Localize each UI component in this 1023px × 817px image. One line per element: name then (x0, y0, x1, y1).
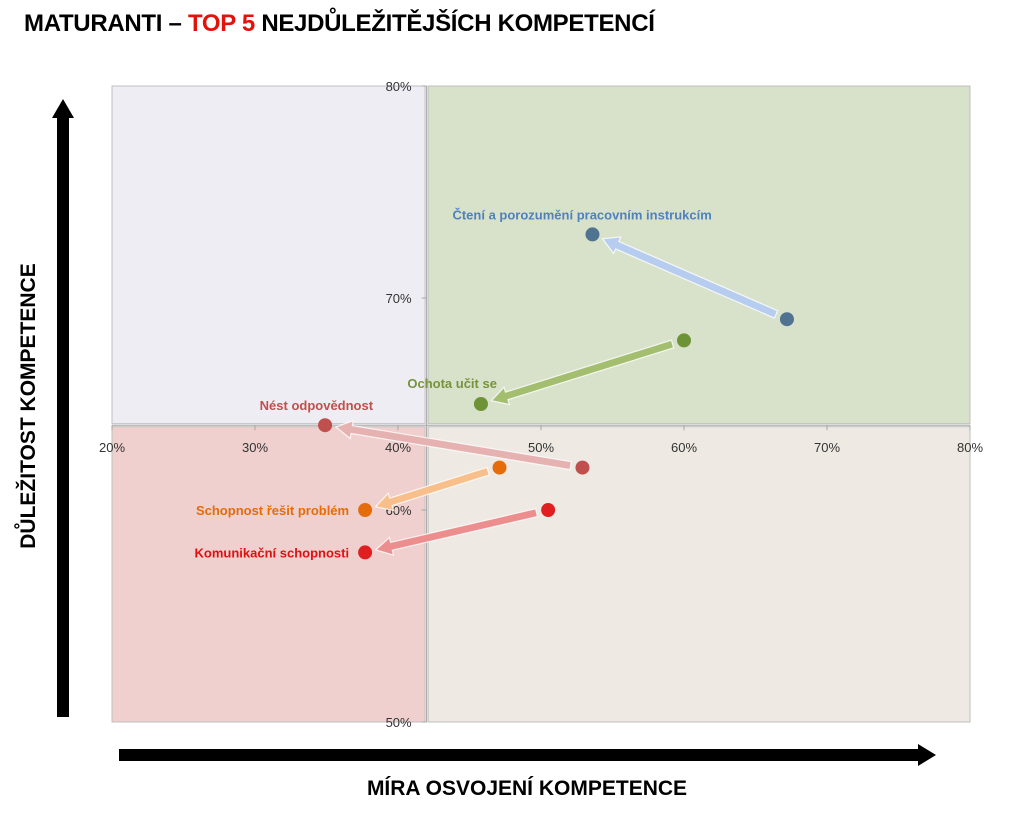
axis-titles: DŮLEŽITOST KOMPETENCE MÍRA OSVOJENÍ KOMP… (14, 99, 936, 800)
series-arrow (374, 466, 491, 512)
series-points (318, 227, 794, 560)
series-arrow (374, 508, 539, 556)
series-arrow (334, 419, 572, 471)
series-point-start (541, 503, 556, 517)
x-axis-title: MÍRA OSVOJENÍ KOMPETENCE (367, 777, 687, 800)
series-point-end (585, 227, 600, 242)
series-label: Ochota učit se (407, 376, 497, 391)
quadrant-backgrounds (111, 85, 971, 723)
series-point-start (779, 312, 794, 327)
series-arrow (490, 339, 675, 406)
y-axis-arrow-head (52, 99, 74, 118)
series-arrows (334, 236, 779, 556)
quadrant-bottom-right (427, 426, 971, 723)
title-prefix: MATURANTI – (24, 10, 188, 37)
y-tick-label: 70% (386, 291, 412, 306)
series-labels: Čtení a porozumění pracovním instrukcím O… (195, 207, 712, 560)
x-tick-label: 30% (242, 440, 268, 455)
x-tick-label: 70% (814, 440, 840, 455)
quadrant-bottom-left (111, 426, 426, 723)
x-tick-label: 50% (528, 440, 554, 455)
series-point-start (492, 460, 507, 475)
x-tick-label: 60% (671, 440, 697, 455)
series-arrow (601, 236, 779, 319)
tick-labels: 20% 30% 40% 50% 60% 70% 80%50%60%70%80% (99, 79, 983, 730)
series-label: Komunikační schopnosti (195, 545, 350, 560)
series-point-end (358, 503, 373, 517)
title-highlight: TOP 5 (187, 10, 255, 37)
title-suffix: NEJDŮLEŽITĚJŠÍCH KOMPETENCÍ (254, 10, 655, 37)
series-point-end (318, 418, 333, 433)
quadrant-top-right (427, 85, 971, 425)
x-tick-label: 20% (99, 440, 125, 455)
series-label: Čtení a porozumění pracovním instrukcím (452, 207, 711, 222)
x-axis-arrow-head (918, 744, 936, 766)
series-label: Nést odpovědnost (260, 398, 374, 413)
x-tick-label: 40% (385, 440, 411, 455)
y-tick-label: 80% (386, 79, 412, 94)
y-axis-title: DŮLEŽITOST KOMPETENCE (14, 263, 40, 548)
series-point-end (358, 545, 373, 560)
x-tick-label: 80% (957, 440, 983, 455)
y-tick-label: 50% (386, 715, 412, 730)
quadrant-top-left (111, 85, 426, 425)
series-point-start (575, 460, 590, 475)
chart-title: MATURANTI – TOP 5 NEJDŮLEŽITĚJŠÍCH KOMPE… (24, 10, 655, 38)
series-label: Schopnost řešit problém (196, 503, 349, 518)
series-point-start (677, 333, 691, 348)
series-point-end (473, 397, 488, 411)
